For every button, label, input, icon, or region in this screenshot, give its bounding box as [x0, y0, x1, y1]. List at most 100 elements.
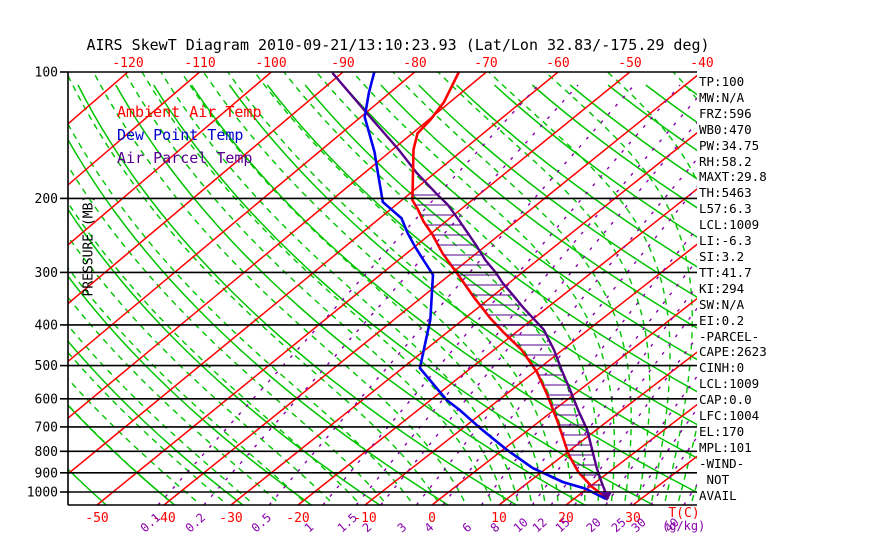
top-temp-tick-label: -100 — [255, 56, 286, 71]
isotherm-line — [431, 297, 697, 506]
dry-adiabat-line — [68, 208, 381, 506]
grid-layer — [0, 63, 870, 506]
bottom-temp-tick-label: -30 — [219, 511, 242, 526]
mixing-ratio-tick-label: 3 — [395, 520, 410, 535]
mixing-ratio-tick-label: 6 — [460, 520, 475, 535]
moist-adiabat-line — [391, 72, 633, 501]
isotherm-line — [297, 188, 697, 506]
isotherm-line — [68, 72, 201, 186]
legend-parcel-temp: Air Parcel Temp — [117, 149, 253, 167]
mixing-ratio-tick-label: 10 — [511, 515, 531, 535]
top-temp-tick-label: -120 — [112, 56, 143, 71]
dry-adiabat-line — [0, 85, 38, 505]
dry-adiabat-line — [228, 84, 697, 459]
legend-dew-point: Dew Point Temp — [117, 126, 244, 144]
dry-adiabat-line — [455, 84, 697, 268]
top-temp-tick-label: -40 — [690, 56, 713, 71]
mixing-ratio-tick-label: 12 — [530, 515, 550, 535]
isotherm-line — [68, 72, 272, 246]
moist-adiabat-line — [160, 72, 519, 502]
dry-adiabat-line — [797, 85, 870, 505]
mixing-ratio-tick-label: 0.5 — [249, 510, 274, 535]
moist-adiabat-line — [487, 72, 671, 502]
moist-adiabat-line — [68, 324, 251, 502]
bottom-temp-tick-label: 20 — [558, 511, 574, 526]
isotherm-line — [68, 72, 559, 475]
dry-adiabat-line — [835, 85, 870, 505]
dry-adiabat-line — [759, 85, 870, 505]
mixing-ratio-line — [355, 97, 697, 506]
moist-adiabat-line — [759, 63, 870, 501]
moist-adiabat-line — [202, 72, 546, 502]
dry-adiabat-line — [68, 138, 449, 506]
mixing-ratio-tick-label: 20 — [584, 515, 604, 535]
pressure-tick-label: 100 — [35, 66, 58, 81]
surface-parcel-marker — [600, 492, 612, 501]
moist-adiabat-line — [606, 72, 697, 502]
bottom-temp-tick-label: -50 — [85, 511, 108, 526]
bottom-temp-tick-label: -10 — [353, 511, 376, 526]
isotherm-line — [230, 131, 697, 506]
legend-ambient-temp: Ambient Air Temp — [117, 103, 262, 121]
moist-adiabat-line — [68, 122, 412, 502]
dry-adiabat-line — [493, 84, 697, 238]
mixing-ratio-line — [480, 227, 697, 506]
dew-point-curve — [363, 72, 607, 501]
dry-adiabat-line — [380, 84, 697, 329]
isotherm-line — [68, 72, 416, 363]
moist-adiabat-line — [92, 72, 465, 502]
stats-panel: TP:100 MW:N/A FRZ:596 WB0:470 PW:34.75 R… — [699, 74, 767, 503]
isotherm-line — [96, 72, 631, 506]
top-temp-tick-label: -60 — [546, 56, 569, 71]
pressure-tick-label: 1000 — [27, 486, 58, 501]
dry-adiabat-line — [68, 340, 244, 506]
moist-adiabat-line — [773, 63, 870, 501]
legend: Ambient Air Temp Dew Point Temp Air Parc… — [117, 101, 262, 170]
bottom-temp-tick-label: -40 — [152, 511, 175, 526]
moist-adiabat-line — [437, 72, 651, 502]
dry-adiabat-line — [304, 84, 697, 393]
moist-adiabat-line — [544, 72, 693, 502]
isotherm-line — [498, 351, 697, 506]
isotherm-line — [364, 243, 697, 506]
dry-adiabat-line — [569, 84, 697, 180]
top-temp-tick-label: -50 — [618, 56, 641, 71]
top-temp-tick-label: -110 — [184, 56, 215, 71]
moist-adiabat-line — [141, 72, 505, 502]
bottom-temp-tick-label: 10 — [491, 511, 507, 526]
moist-adiabat-line — [799, 63, 870, 501]
moist-adiabat-line — [68, 164, 385, 502]
moist-adiabat-line — [180, 72, 532, 502]
dry-adiabat-line — [68, 404, 176, 506]
moist-adiabat-line — [68, 266, 304, 502]
pressure-tick-label: 300 — [35, 266, 58, 281]
pressure-tick-label: 500 — [35, 359, 58, 374]
bottom-temp-tick-label: 0 — [428, 511, 436, 526]
mixing-ratio-tick-label: 0.2 — [183, 510, 208, 535]
moist-adiabat-line — [813, 63, 870, 501]
pressure-tick-label: 400 — [35, 318, 58, 333]
moist-adiabat-line — [315, 72, 600, 501]
top-temp-tick-label: -90 — [331, 56, 354, 71]
isotherm-line — [68, 72, 344, 305]
moist-adiabat-line — [253, 72, 573, 501]
mixing-ratio-line — [380, 121, 697, 506]
pressure-tick-label: 800 — [35, 445, 58, 460]
bottom-temp-tick-label: -20 — [286, 511, 309, 526]
mixing-ratio-tick-label: 1 — [302, 520, 317, 535]
pressure-tick-label: 900 — [35, 466, 58, 481]
top-temp-tick-label: -70 — [474, 56, 497, 71]
dry-adiabat-line — [153, 84, 654, 506]
mixing-ratio-line — [415, 158, 697, 506]
page-title: AIRS SkewT Diagram 2010-09-21/13:10:23.9… — [86, 36, 710, 54]
pressure-axis-label: PRESSURE (MB) — [81, 194, 97, 297]
moist-adiabat-line — [786, 63, 870, 501]
moist-adiabat-line — [68, 73, 438, 502]
mixing-ratio-line — [509, 259, 697, 506]
bottom-temp-tick-label: 30 — [625, 511, 641, 526]
temp-unit-label: T(C) — [668, 506, 699, 521]
dry-adiabat-line — [418, 84, 697, 298]
dry-adiabat-line — [531, 84, 697, 209]
